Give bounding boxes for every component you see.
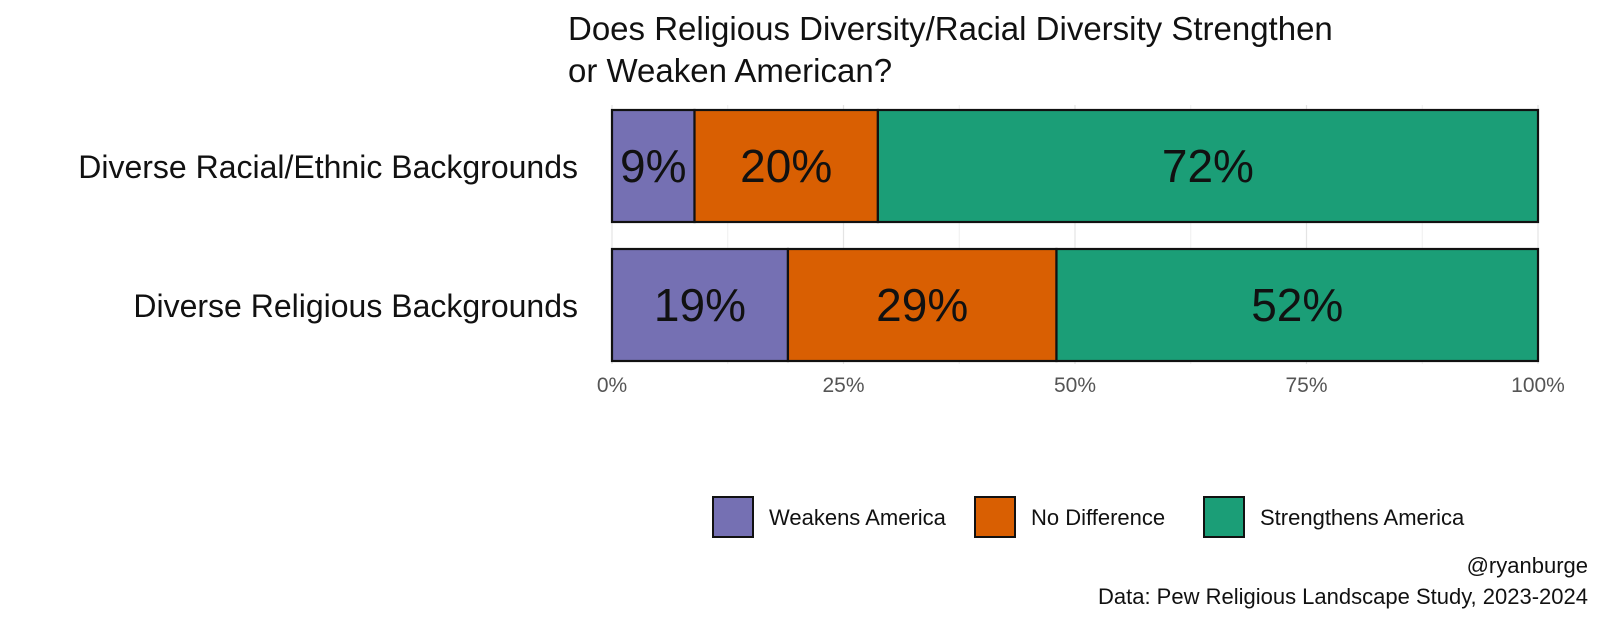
caption-source: Data: Pew Religious Landscape Study, 202… (1098, 584, 1588, 609)
bar-segment (876, 108, 1540, 224)
caption-author: @ryanburge (1467, 553, 1588, 578)
data-labels: 9% 20% 72% 19% 29% 52% (620, 140, 1343, 331)
bar-segment (1055, 247, 1540, 363)
bar-segment (693, 108, 879, 224)
chart-title-line-2: or Weaken American? (568, 52, 892, 89)
data-label: 20% (740, 140, 832, 192)
x-tick-label: 25% (822, 374, 864, 397)
legend-label: Strengthens America (1260, 505, 1465, 530)
x-axis-ticks: 0% 25% 50% 75% 100% (597, 374, 1565, 397)
bar-segment (786, 247, 1058, 363)
x-tick-label: 75% (1285, 374, 1327, 397)
data-label: 19% (654, 279, 746, 331)
legend-swatch (974, 496, 1016, 538)
category-label: Diverse Racial/Ethnic Backgrounds (78, 149, 578, 185)
data-label: 9% (620, 140, 686, 192)
x-tick-label: 50% (1054, 374, 1096, 397)
bars (610, 108, 1540, 363)
data-label: 52% (1251, 279, 1343, 331)
legend-label: Weakens America (769, 505, 947, 530)
legend-label: No Difference (1031, 505, 1165, 530)
x-tick-label: 0% (597, 374, 627, 397)
category-labels: Diverse Racial/Ethnic Backgrounds Diverse… (78, 149, 578, 324)
legend: Weakens America No Difference Strengthens … (712, 496, 1465, 538)
x-tick-label: 100% (1511, 374, 1565, 397)
legend-swatch (712, 496, 754, 538)
category-label: Diverse Religious Backgrounds (133, 288, 578, 324)
data-label: 29% (876, 279, 968, 331)
legend-swatch (1203, 496, 1245, 538)
bar-segment (610, 247, 790, 363)
chart-title-line-1: Does Religious Diversity/Racial Diversit… (568, 10, 1333, 47)
data-label: 72% (1162, 140, 1254, 192)
